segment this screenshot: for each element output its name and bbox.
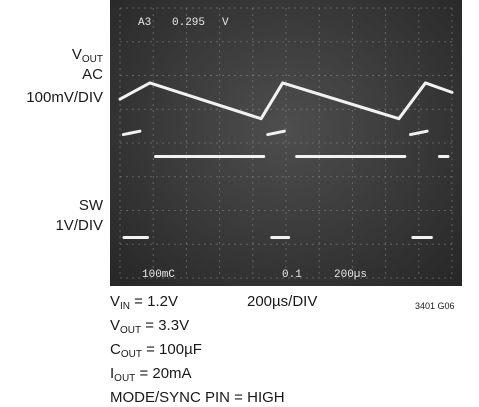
sw-label: SW	[78, 197, 103, 214]
ch2-scale-readout: 0.1	[282, 269, 302, 281]
time-scale-readout: 200µs	[334, 269, 367, 281]
channel-readout: A3	[138, 17, 151, 29]
vout-label-sub: OUT	[81, 54, 103, 65]
timebase-label: 200µs/DIV	[247, 293, 318, 310]
condition-vout: VOUT = 3.3V	[110, 317, 190, 336]
trace-vout-reset-dash	[266, 129, 286, 137]
sw-scale-label: 1V/DIV	[55, 217, 103, 234]
trace-vout	[118, 81, 454, 121]
ch1-scale-readout: 100mC	[142, 269, 175, 281]
condition-vin: VIN = 1.2V	[110, 293, 178, 312]
vout-label: VOUT	[72, 45, 103, 69]
scope-plot: A3 0.295 V 100mC 0.1 200µs	[118, 7, 454, 281]
vout-label-main: V	[71, 46, 82, 63]
test-conditions: VIN = 1.2V VOUT = 3.3V COUT = 100µF IOUT…	[110, 292, 285, 407]
oscilloscope-screen: A3 0.295 V 100mC 0.1 200µs	[110, 0, 462, 286]
trigger-level: 0.295	[172, 17, 205, 29]
condition-mode-sync: MODE/SYNC PIN = HIGH	[110, 389, 285, 406]
figure-id: 3401 G06	[415, 301, 455, 311]
scope-grid	[119, 7, 453, 279]
condition-cout: COUT = 100µF	[110, 341, 202, 360]
scope-traces	[118, 81, 454, 239]
condition-iout: IOUT = 20mA	[110, 365, 192, 384]
trigger-unit: V	[222, 17, 229, 29]
trace-vout-reset-dash	[409, 129, 429, 137]
vout-scale-label: 100mV/DIV	[26, 89, 103, 106]
trace-vout-reset-dash	[121, 129, 142, 137]
vout-ac-label: AC	[82, 66, 103, 83]
